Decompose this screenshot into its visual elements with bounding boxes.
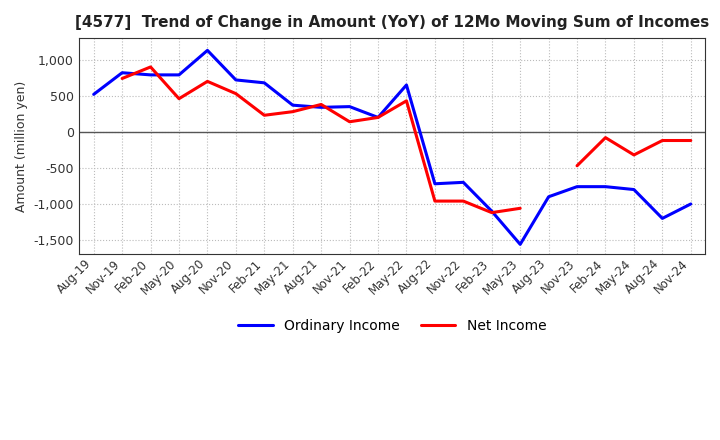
Ordinary Income xyxy=(260,80,269,85)
Net Income xyxy=(374,115,382,120)
Ordinary Income xyxy=(658,216,667,221)
Net Income xyxy=(431,198,439,204)
Ordinary Income xyxy=(118,70,127,75)
Ordinary Income xyxy=(516,242,524,247)
Net Income xyxy=(686,138,695,143)
Ordinary Income xyxy=(487,209,496,214)
Net Income xyxy=(260,113,269,118)
Ordinary Income xyxy=(289,103,297,108)
Ordinary Income xyxy=(346,104,354,109)
Ordinary Income xyxy=(629,187,638,192)
Ordinary Income xyxy=(544,194,553,199)
Ordinary Income xyxy=(402,82,411,88)
Net Income xyxy=(317,102,325,107)
Net Income xyxy=(146,64,155,70)
Net Income xyxy=(346,119,354,125)
Net Income xyxy=(629,152,638,158)
Net Income xyxy=(232,91,240,96)
Line: Ordinary Income: Ordinary Income xyxy=(94,50,690,244)
Ordinary Income xyxy=(374,115,382,120)
Ordinary Income xyxy=(146,72,155,77)
Net Income xyxy=(175,96,184,101)
Ordinary Income xyxy=(89,92,98,97)
Line: Net Income: Net Income xyxy=(122,67,690,213)
Net Income xyxy=(572,163,581,169)
Ordinary Income xyxy=(686,202,695,207)
Ordinary Income xyxy=(203,48,212,53)
Ordinary Income xyxy=(431,181,439,187)
Ordinary Income xyxy=(601,184,610,189)
Ordinary Income xyxy=(459,180,468,185)
Legend: Ordinary Income, Net Income: Ordinary Income, Net Income xyxy=(233,313,552,338)
Ordinary Income xyxy=(175,72,184,77)
Net Income xyxy=(487,210,496,215)
Title: [4577]  Trend of Change in Amount (YoY) of 12Mo Moving Sum of Incomes: [4577] Trend of Change in Amount (YoY) o… xyxy=(75,15,709,30)
Net Income xyxy=(601,135,610,140)
Y-axis label: Amount (million yen): Amount (million yen) xyxy=(15,81,28,212)
Net Income xyxy=(118,76,127,81)
Net Income xyxy=(289,109,297,114)
Net Income xyxy=(203,79,212,84)
Net Income xyxy=(459,198,468,204)
Ordinary Income xyxy=(232,77,240,83)
Ordinary Income xyxy=(317,105,325,110)
Net Income xyxy=(658,138,667,143)
Net Income xyxy=(402,98,411,103)
Ordinary Income xyxy=(572,184,581,189)
Net Income xyxy=(516,205,524,211)
